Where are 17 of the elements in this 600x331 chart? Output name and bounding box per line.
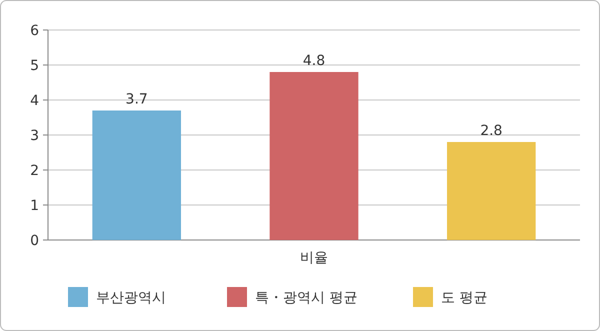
y-tick-label: 5: [30, 58, 39, 74]
y-tick-label: 4: [30, 93, 40, 109]
legend-label: 도 평균: [441, 290, 488, 306]
y-tick-label: 0: [30, 233, 39, 249]
legend-label: 부산광역시: [96, 290, 166, 306]
x-tick-label: 비율: [300, 250, 328, 266]
y-tick-label: 6: [30, 23, 40, 39]
data-label: 3.7: [126, 92, 148, 108]
y-tick-label: 2: [30, 163, 39, 179]
y-tick-label: 3: [30, 128, 39, 144]
data-label: 4.8: [302, 53, 326, 69]
bar: [447, 142, 536, 240]
bar: [92, 110, 181, 240]
y-tick-label: 1: [30, 198, 39, 214]
legend-label: 특・광역시 평균: [255, 290, 358, 306]
bar: [270, 72, 358, 240]
data-label: 2.8: [480, 123, 502, 139]
